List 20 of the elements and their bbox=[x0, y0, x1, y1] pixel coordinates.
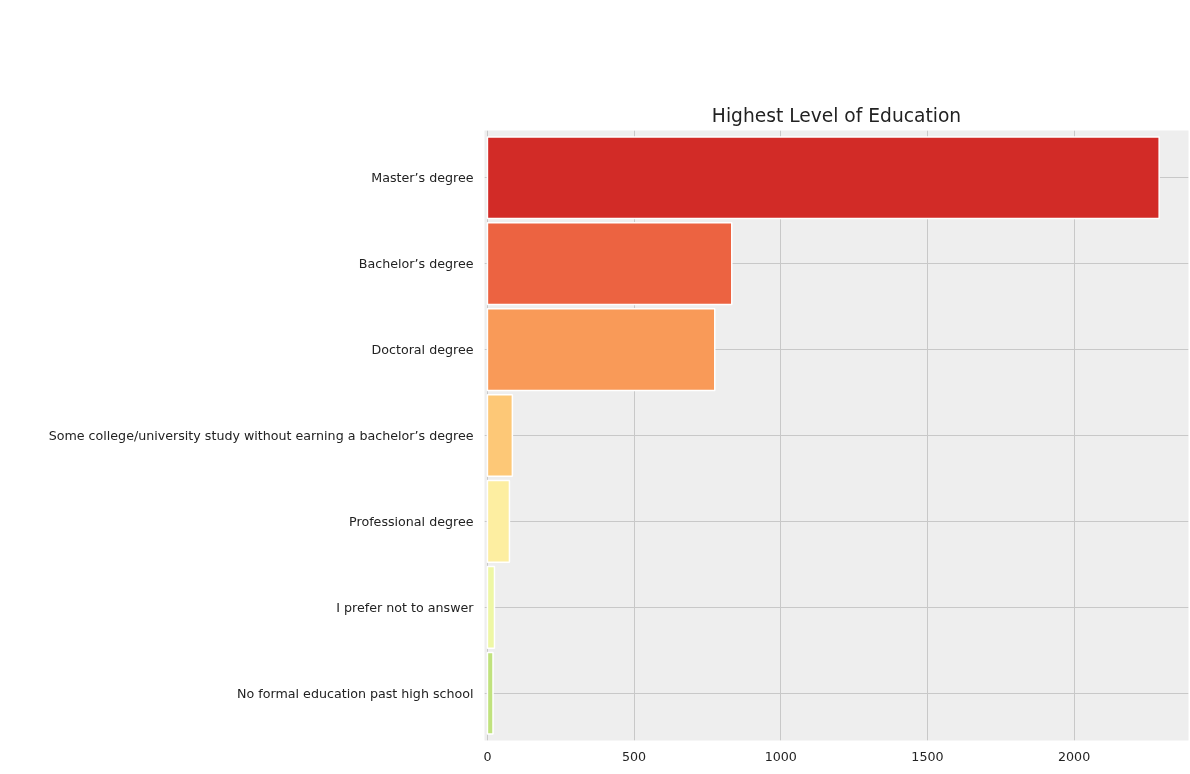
bar bbox=[486, 393, 514, 478]
y-tick-label: No formal education past high school bbox=[237, 685, 474, 701]
y-tick-label: Doctoral degree bbox=[371, 342, 474, 358]
bar bbox=[486, 308, 716, 392]
y-tick-label: Professional degree bbox=[349, 513, 474, 529]
x-tick-label: 0 bbox=[483, 748, 492, 764]
bar bbox=[486, 136, 1160, 220]
chart-title: Highest Level of Education bbox=[711, 104, 962, 126]
x-tick-label: 500 bbox=[622, 748, 647, 764]
y-tick-label: I prefer not to answer bbox=[336, 599, 475, 615]
bar bbox=[486, 565, 496, 649]
bar bbox=[486, 479, 511, 563]
x-tick-label: 1000 bbox=[764, 748, 797, 764]
bar bbox=[486, 222, 733, 306]
bar bbox=[486, 651, 494, 735]
x-tick-label: 2000 bbox=[1058, 748, 1091, 764]
y-tick-label: Master’s degree bbox=[371, 170, 474, 186]
x-tick-label: 1500 bbox=[911, 748, 944, 764]
y-tick-label: Bachelor’s degree bbox=[358, 256, 474, 272]
y-tick-label: Some college/university study without earning a bachelor’s degree bbox=[48, 428, 474, 443]
